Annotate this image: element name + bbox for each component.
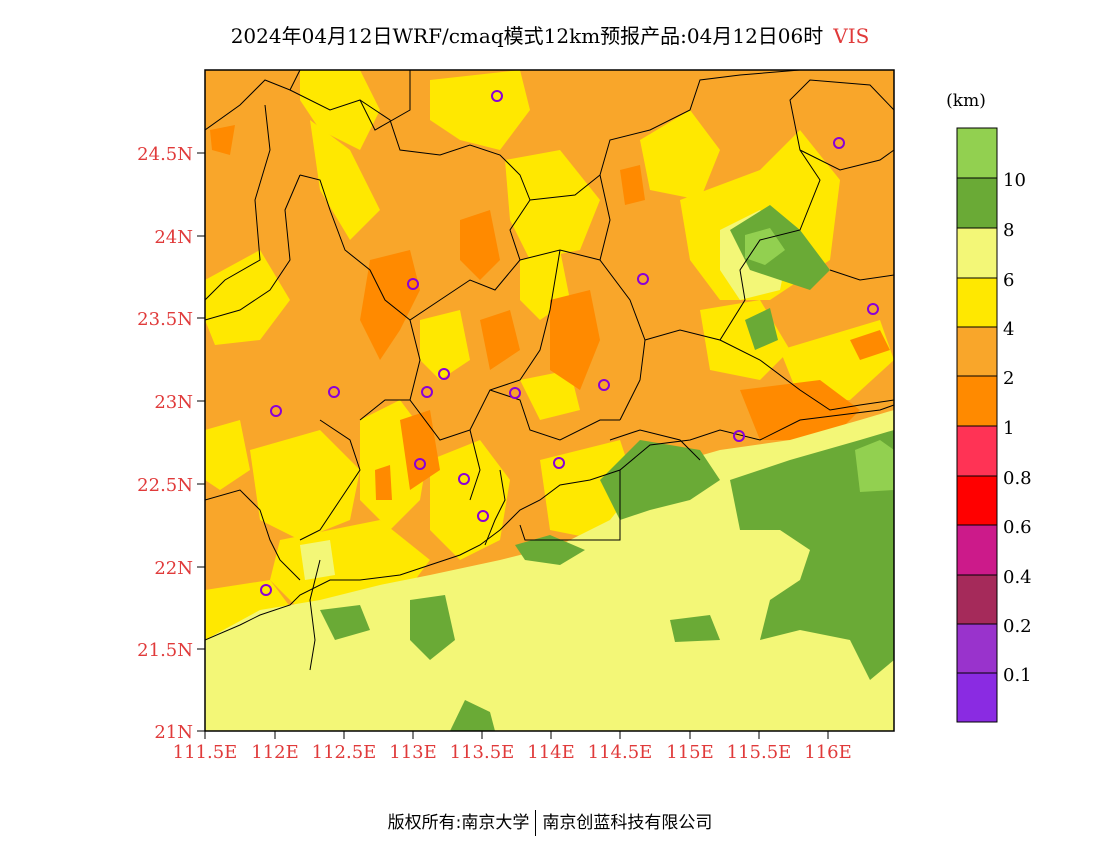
lon-label: 115.5E: [727, 742, 792, 763]
field-pale-sea: [205, 410, 894, 731]
visibility-field: [205, 70, 894, 731]
colorbar-swatch: [957, 426, 997, 476]
colorbar-label: 2: [1003, 368, 1014, 389]
longitude-labels: 111.5E 112E 112.5E 113E 113.5E 114E 114.…: [173, 742, 852, 763]
colorbar-swatch: [957, 128, 997, 178]
lon-label: 114.5E: [588, 742, 653, 763]
lon-label: 113.5E: [450, 742, 515, 763]
footer: 版权所有:南京大学 南京创蓝科技有限公司: [0, 808, 1100, 836]
lat-label: 21N: [154, 722, 193, 743]
colorbar-unit: (km): [946, 91, 986, 111]
colorbar-label: 4: [1003, 319, 1014, 340]
lon-label: 114E: [527, 742, 575, 763]
station-markers: [260, 90, 879, 596]
colorbar-label: 0.8: [1003, 468, 1032, 489]
colorbar-swatch: [957, 327, 997, 376]
field-orange-patches: [210, 125, 890, 500]
colorbar-label: 0.1: [1003, 665, 1032, 686]
colorbar-swatch: [957, 178, 997, 228]
colorbar-label: 0.4: [1003, 567, 1032, 588]
colorbar-swatch: [957, 575, 997, 624]
colorbar-label: 1: [1003, 418, 1014, 439]
field-green-patches: [320, 205, 894, 731]
lon-label: 115E: [666, 742, 714, 763]
lat-label: 24N: [154, 227, 193, 248]
colorbar: (km) 10 8 6 4: [946, 91, 1032, 723]
colorbar-swatch: [957, 376, 997, 426]
lon-label: 116E: [804, 742, 852, 763]
colorbar-label: 8: [1003, 220, 1014, 241]
colorbar-swatch: [957, 278, 997, 327]
admin-boundaries: [205, 70, 894, 671]
lon-label: 111.5E: [173, 742, 238, 763]
axis-ticks: [197, 152, 829, 739]
lon-label: 113E: [389, 742, 437, 763]
footer-copyright: 版权所有:南京大学: [387, 813, 530, 833]
colorbar-swatch: [957, 673, 997, 722]
lon-label: 112E: [251, 742, 299, 763]
lat-label: 22N: [154, 558, 193, 579]
colorbar-label: 10: [1003, 170, 1026, 191]
colorbar-swatch: [957, 228, 997, 278]
lat-label: 23.5N: [137, 309, 193, 330]
footer-company: 南京创蓝科技有限公司: [542, 813, 713, 833]
latitude-labels: 24.5N 24N 23.5N 23N 22.5N 22N 21.5N 21N: [137, 144, 193, 743]
lon-label: 112.5E: [312, 742, 377, 763]
map-variable-label: VIS: [833, 24, 870, 48]
lat-label: 24.5N: [137, 144, 193, 165]
lat-label: 21.5N: [137, 640, 193, 661]
colorbar-frame: [956, 127, 998, 723]
colorbar-swatch: [957, 476, 997, 525]
lat-label: 23N: [154, 392, 193, 413]
colorbar-swatch: [957, 624, 997, 673]
footer-separator: [535, 810, 537, 836]
field-lightgreen-patches: [745, 228, 894, 492]
lat-label: 22.5N: [137, 475, 193, 496]
colorbar-label: 0.6: [1003, 517, 1032, 538]
colorbar-swatch: [957, 525, 997, 575]
colorbar-label: 6: [1003, 270, 1014, 291]
map-title-text: 2024年04月12日WRF/cmaq模式12km预报产品:04月12日06时: [230, 24, 824, 48]
colorbar-label: 0.2: [1003, 616, 1032, 637]
map-title: 2024年04月12日WRF/cmaq模式12km预报产品:04月12日06时 V…: [0, 20, 1100, 49]
